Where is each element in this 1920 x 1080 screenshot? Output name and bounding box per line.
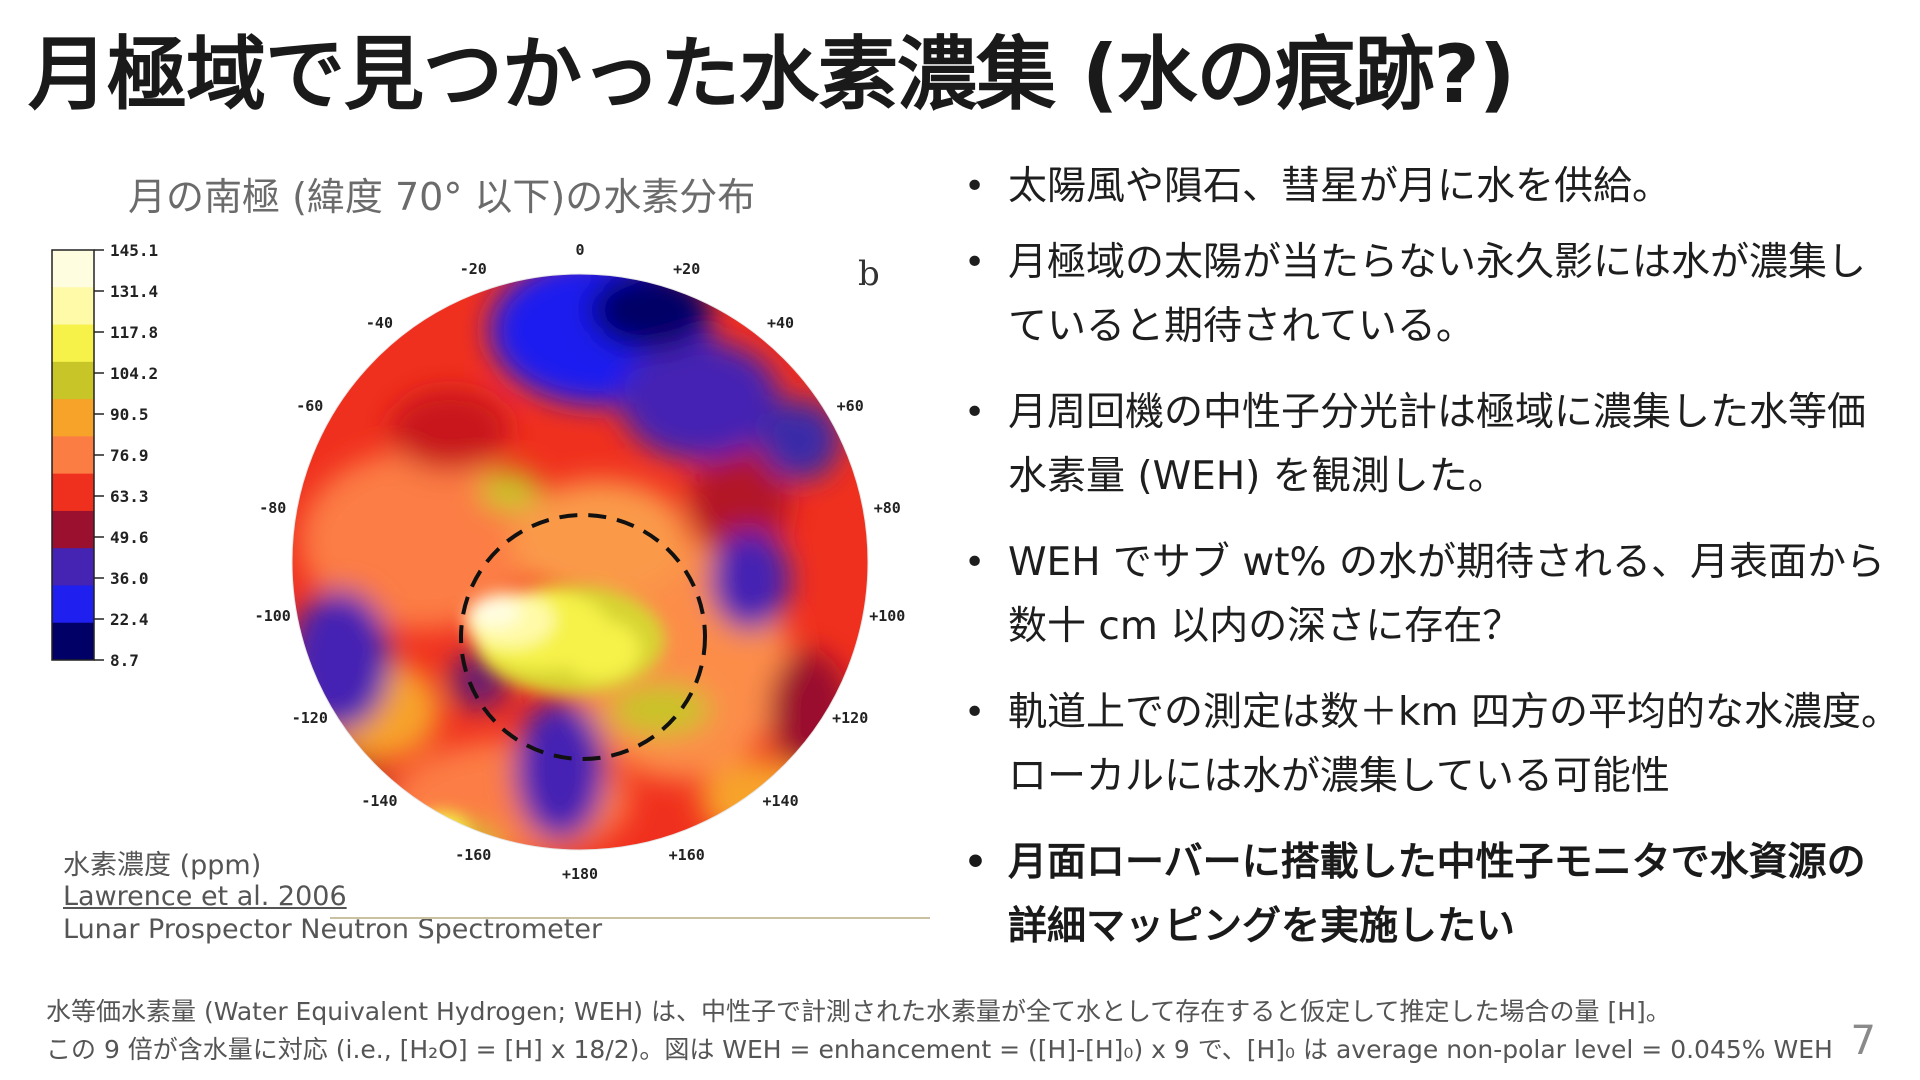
longitude-label: +160 — [669, 846, 705, 864]
legend-value-label: 36.0 — [110, 569, 149, 588]
bullet-item: 軌道上での測定は数＋km 四方の平均的な水濃度。ローカルには水が濃集している可能… — [960, 681, 1900, 809]
legend-value-label: 76.9 — [110, 446, 149, 465]
bullet-list: 太陽風や隕石、彗星が月に水を供給。 月極域の太陽が当たらない永久影には水が濃集し… — [960, 155, 1900, 969]
figure-caption: 月の南極 (緯度 70° 以下)の水素分布 — [128, 175, 756, 219]
longitude-label: -140 — [361, 792, 397, 810]
longitude-label: +120 — [832, 709, 868, 727]
bullet-item: 月極域の太陽が当たらない永久影には水が濃集していると期待されている。 — [960, 231, 1900, 359]
legend-value-label: 8.7 — [110, 651, 139, 670]
legend-swatch — [52, 585, 94, 624]
longitude-label: +60 — [837, 397, 864, 415]
legend-value-label: 90.5 — [110, 405, 149, 424]
longitude-label: -80 — [259, 499, 286, 517]
longitude-label: +80 — [874, 499, 901, 517]
reference-link[interactable]: Lawrence et al. 2006 — [63, 881, 347, 912]
longitude-label: +40 — [767, 314, 794, 332]
legend-value-label: 104.2 — [110, 364, 158, 383]
hydrogen-map: 145.1 131.4 117.8 104.2 90.5 76.9 63.3 49.6 36.0… — [51, 241, 906, 883]
color-legend-labels: 145.1 131.4 117.8 104.2 90.5 76.9 63.3 49.6 36.0… — [94, 241, 158, 670]
longitude-label: 0 — [575, 241, 584, 259]
figure-divider — [330, 917, 930, 919]
legend-swatch — [52, 510, 94, 549]
dashed-region-circle — [459, 513, 707, 761]
legend-swatch — [52, 250, 94, 288]
legend-title: 水素濃度 (ppm) — [63, 850, 262, 881]
map-outline — [291, 273, 869, 851]
longitude-label: -120 — [292, 709, 328, 727]
footnote-line-2: この 9 倍が含水量に対応 (i.e., [H₂O] = [H] x 18/2)… — [46, 1035, 1833, 1064]
longitude-label: +180 — [562, 865, 598, 883]
legend-swatch — [52, 622, 94, 661]
legend-swatch — [52, 473, 94, 512]
legend-value-label: 131.4 — [110, 282, 158, 301]
longitude-label: -20 — [460, 260, 487, 278]
legend-swatch — [52, 436, 94, 475]
instrument-label: Lunar Prospector Neutron Spectrometer — [63, 914, 603, 945]
longitude-label: -100 — [255, 607, 291, 625]
color-legend-bar — [51, 249, 95, 661]
legend-value-label: 22.4 — [110, 610, 149, 629]
longitude-label: +100 — [869, 607, 905, 625]
legend-value-label: 117.8 — [110, 323, 158, 342]
legend-swatch — [52, 287, 94, 326]
legend-swatch — [52, 361, 94, 400]
slide-title: 月極域で見つかった水素濃集 (水の痕跡?) — [28, 28, 1515, 121]
bullet-item-emphasis: 月面ローバーに搭載した中性子モニタで水資源の詳細マッピングを実施したい — [960, 831, 1900, 959]
legend-value-label: 145.1 — [110, 241, 158, 260]
bullet-item: 太陽風や隕石、彗星が月に水を供給。 — [960, 155, 1900, 219]
legend-value-label: 63.3 — [110, 487, 149, 506]
longitude-label: -160 — [455, 846, 491, 864]
longitude-label: -60 — [296, 397, 323, 415]
polar-map-disc — [292, 274, 868, 850]
legend-swatch — [52, 399, 94, 437]
longitude-label: +140 — [762, 792, 798, 810]
legend-swatch — [52, 548, 94, 586]
bullet-item: 月周回機の中性子分光計は極域に濃集した水等価水素量 (WEH) を観測した。 — [960, 381, 1900, 509]
longitude-label: +20 — [673, 260, 700, 278]
panel-letter: b — [858, 254, 880, 294]
bullet-item: WEH でサブ wt% の水が期待される、月表面から数十 cm 以内の深さに存在… — [960, 531, 1900, 659]
page-number: 7 — [1850, 1018, 1876, 1064]
longitude-label: -40 — [366, 314, 393, 332]
hydrogen-map-figure: 145.1 131.4 117.8 104.2 90.5 76.9 63.3 49.6 36.0… — [40, 240, 940, 940]
legend-swatch — [52, 324, 94, 363]
legend-value-label: 49.6 — [110, 528, 149, 547]
longitude-labels: 0 +20 +40 +60 +80 +100 +120 +140 +160 +180 -160 -14… — [255, 241, 906, 883]
footnote-line-1: 水等価水素量 (Water Equivalent Hydrogen; WEH) … — [46, 997, 1671, 1026]
